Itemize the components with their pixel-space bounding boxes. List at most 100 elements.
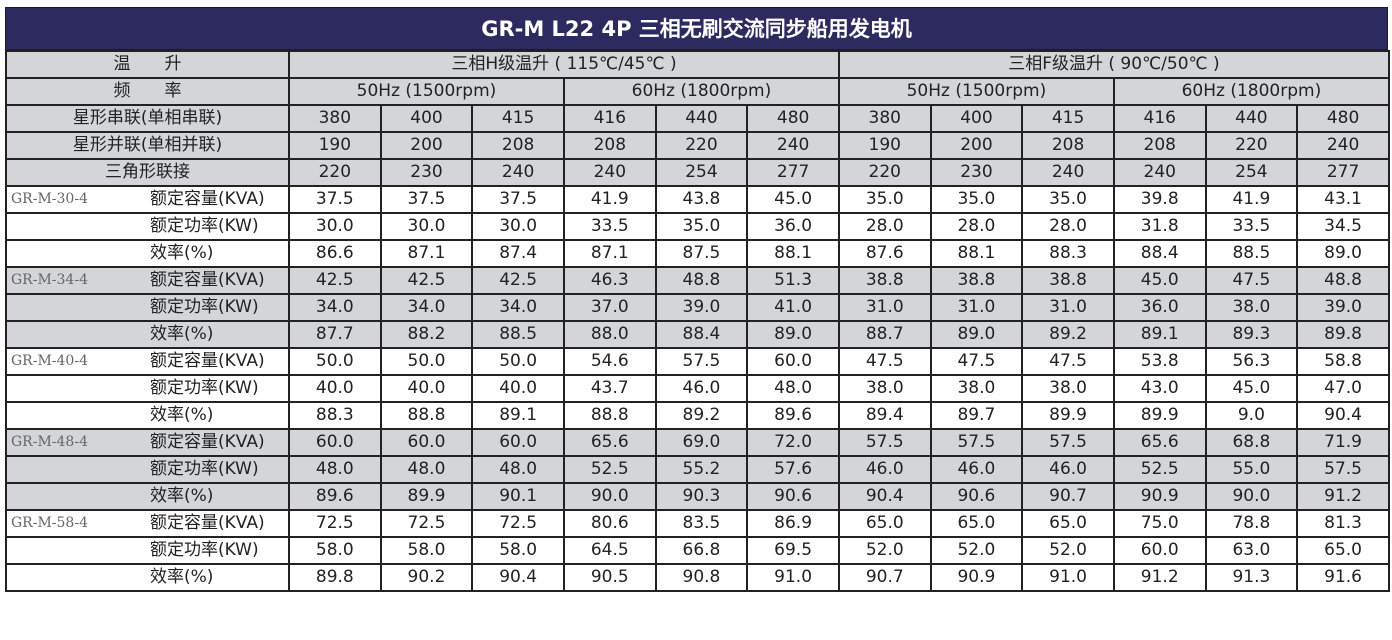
value-cell: 31.8 (1112, 212, 1207, 241)
temp-rise-row: 温 升 三相H级温升 ( 115℃/45℃ ) 三相F级温升 ( 90℃/50℃… (5, 50, 1390, 79)
value-cell: 52.5 (1112, 455, 1207, 484)
value-cell: 39.0 (654, 293, 749, 322)
value-cell: 45.0 (1112, 266, 1207, 295)
value-cell: 38.8 (929, 266, 1024, 295)
value-cell: 90.1 (471, 482, 565, 511)
value-cell: 52.5 (562, 455, 657, 484)
table-row: 效率(%) 89.8 90.2 90.4 90.5 90.8 91.0 90.7 90.9 91.… (5, 563, 1390, 592)
value-cell: 48.0 (379, 455, 474, 484)
value-cell: 90.9 (929, 563, 1024, 592)
value-cell: 90.7 (1021, 482, 1115, 511)
value-cell: 80.6 (562, 509, 657, 538)
value-cell: 65.0 (1021, 509, 1115, 538)
value-cell: 87.6 (837, 239, 932, 268)
value-cell: 28.0 (837, 212, 932, 241)
value-cell: 72.0 (746, 428, 840, 457)
param-label: 额定功率(KW) (146, 212, 290, 241)
value-cell: 88.8 (379, 401, 474, 430)
value-cell: 28.0 (929, 212, 1024, 241)
value-cell: 88.3 (288, 401, 382, 430)
frequency-label: 频 率 (5, 77, 290, 106)
value-cell: 47.5 (837, 347, 932, 376)
value-cell: 33.5 (1204, 212, 1299, 241)
value-cell: 89.0 (929, 320, 1024, 349)
value-cell: 88.7 (837, 320, 932, 349)
value-cell: 91.3 (1204, 563, 1299, 592)
value-cell: 90.6 (929, 482, 1024, 511)
value-cell: 48.0 (746, 374, 840, 403)
value-cell: 48.8 (654, 266, 749, 295)
value-cell: 78.8 (1204, 509, 1299, 538)
value-cell: 45.0 (746, 185, 840, 214)
value-cell: 89.3 (1204, 320, 1299, 349)
voltage-row: 星形并联(单相并联) 190 200 208 208 220 240 190 200 208 208… (5, 131, 1390, 160)
value-cell: 58.8 (1296, 347, 1390, 376)
value-cell: 31.0 (837, 293, 932, 322)
value-cell: 69.5 (746, 536, 840, 565)
param-label: 额定容量(KVA) (146, 428, 290, 457)
value-cell: 90.7 (837, 563, 932, 592)
value-cell: 43.1 (1296, 185, 1390, 214)
model-cell: GR-M-30-4 (5, 185, 146, 214)
voltage-cell: 240 (562, 158, 657, 187)
value-cell: 28.0 (1021, 212, 1115, 241)
value-cell: 47.5 (1021, 347, 1115, 376)
param-label: 额定容量(KVA) (146, 185, 290, 214)
value-cell: 90.8 (654, 563, 749, 592)
value-cell: 81.3 (1296, 509, 1390, 538)
value-cell: 34.0 (288, 293, 382, 322)
param-label: 额定功率(KW) (146, 374, 290, 403)
value-cell: 90.6 (746, 482, 840, 511)
value-cell: 88.0 (562, 320, 657, 349)
freq-h-60: 60Hz (1800rpm) (562, 77, 840, 106)
voltage-cell: 208 (1021, 131, 1115, 160)
value-cell: 89.2 (1021, 320, 1115, 349)
value-cell: 47.5 (1204, 266, 1299, 295)
value-cell: 46.3 (562, 266, 657, 295)
value-cell: 90.4 (471, 563, 565, 592)
value-cell: 87.1 (562, 239, 657, 268)
voltage-cell: 220 (654, 131, 749, 160)
value-cell: 89.2 (654, 401, 749, 430)
value-cell: 35.0 (654, 212, 749, 241)
model-cell (5, 320, 146, 349)
value-cell: 33.5 (562, 212, 657, 241)
spec-sheet: GR-M L22 4P 三相无刷交流同步船用发电机 温 升 三相H级温升 ( 1… (5, 7, 1390, 592)
value-cell: 65.6 (562, 428, 657, 457)
param-label: 效率(%) (146, 563, 290, 592)
table-row: 额定功率(KW) 40.0 40.0 40.0 43.7 46.0 48.0 38.0 38.0… (5, 374, 1390, 403)
value-cell: 65.0 (837, 509, 932, 538)
voltage-cell: 230 (929, 158, 1024, 187)
voltage-cell: 400 (929, 104, 1024, 133)
value-cell: 90.4 (1296, 401, 1390, 430)
param-label: 额定容量(KVA) (146, 266, 290, 295)
voltage-cell: 208 (471, 131, 565, 160)
value-cell: 60.0 (379, 428, 474, 457)
value-cell: 58.0 (379, 536, 474, 565)
value-cell: 41.0 (746, 293, 840, 322)
voltage-row: 三角形联接 220 230 240 240 254 277 220 230 240 240 254 27… (5, 158, 1390, 187)
value-cell: 43.0 (1112, 374, 1207, 403)
value-cell: 58.0 (471, 536, 565, 565)
value-cell: 87.5 (654, 239, 749, 268)
value-cell: 69.0 (654, 428, 749, 457)
value-cell: 35.0 (1021, 185, 1115, 214)
value-cell: 65.0 (929, 509, 1024, 538)
value-cell: 31.0 (929, 293, 1024, 322)
value-cell: 38.0 (837, 374, 932, 403)
value-cell: 88.1 (746, 239, 840, 268)
value-cell: 72.5 (471, 509, 565, 538)
value-cell: 63.0 (1204, 536, 1299, 565)
value-cell: 55.2 (654, 455, 749, 484)
param-label: 效率(%) (146, 482, 290, 511)
value-cell: 34.0 (471, 293, 565, 322)
value-cell: 37.5 (288, 185, 382, 214)
value-cell: 52.0 (1021, 536, 1115, 565)
page-title: GR-M L22 4P 三相无刷交流同步船用发电机 (5, 7, 1388, 50)
value-cell: 31.0 (1021, 293, 1115, 322)
value-cell: 50.0 (471, 347, 565, 376)
table-row: 效率(%) 89.6 89.9 90.1 90.0 90.3 90.6 90.4 90.6 90.… (5, 482, 1390, 511)
value-cell: 46.0 (929, 455, 1024, 484)
value-cell: 40.0 (379, 374, 474, 403)
value-cell: 40.0 (288, 374, 382, 403)
